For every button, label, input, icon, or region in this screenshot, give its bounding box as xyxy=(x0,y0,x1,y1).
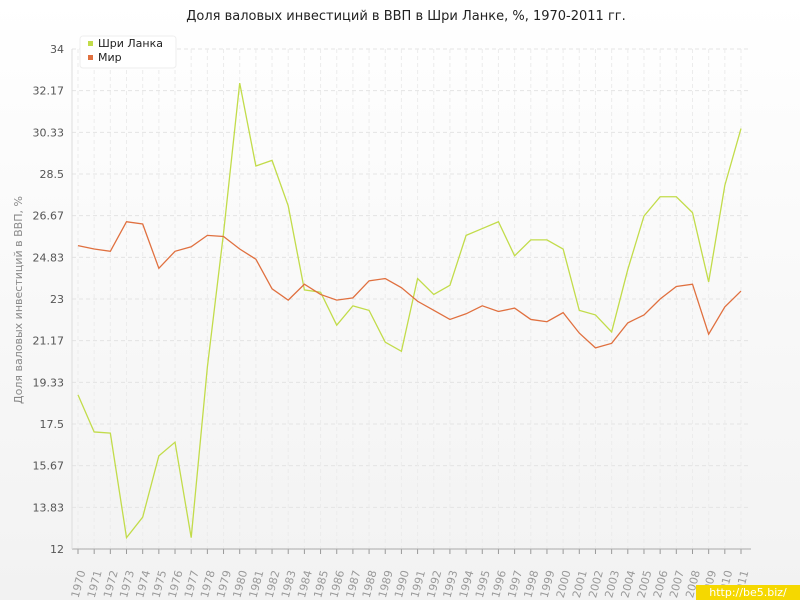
legend-swatch xyxy=(88,41,93,46)
y-tick-label: 26.67 xyxy=(33,210,65,223)
watermark-box xyxy=(696,585,800,600)
chart-title: Доля валовых инвестиций в ВВП в Шри Ланк… xyxy=(186,9,626,24)
y-tick-label: 32.17 xyxy=(33,85,65,98)
y-tick-label: 28.5 xyxy=(40,168,65,181)
y-tick-label: 21.17 xyxy=(33,335,65,348)
series-line xyxy=(77,221,742,349)
y-tick-label: 12 xyxy=(50,543,64,556)
y-tick-label: 34 xyxy=(50,43,64,56)
series-line xyxy=(77,82,742,540)
y-tick-label: 17.5 xyxy=(40,418,65,431)
y-tick-label: 13.83 xyxy=(33,501,65,514)
y-tick-label: 24.83 xyxy=(33,251,65,264)
legend-label: Шри Ланка xyxy=(98,37,163,50)
legend-box xyxy=(79,35,177,69)
legend-swatch xyxy=(88,55,93,60)
y-tick-label: 19.33 xyxy=(33,376,65,389)
legend-label: Мир xyxy=(98,51,122,64)
y-axis-label: Доля валовых инвестиций в ВВП, % xyxy=(12,196,25,404)
y-tick-label: 23 xyxy=(50,293,64,306)
y-tick-label: 15.67 xyxy=(33,460,65,473)
watermark: http://be5.biz/ xyxy=(709,586,787,599)
y-tick-label: 30.33 xyxy=(33,126,65,139)
